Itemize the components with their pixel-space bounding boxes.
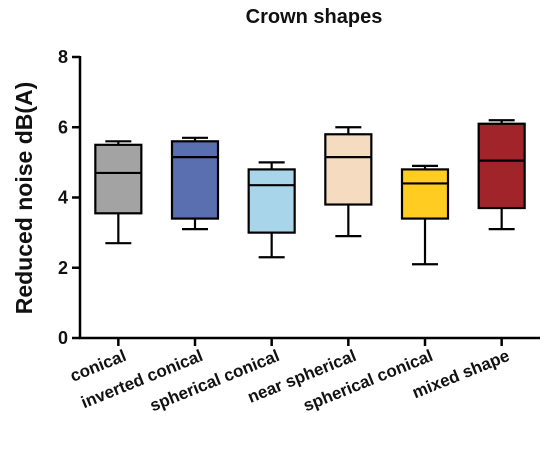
box-group <box>94 140 143 245</box>
x-axis <box>79 336 540 346</box>
y-axis: 0 2 4 6 8 <box>58 47 82 348</box>
box-iqr <box>324 133 373 206</box>
box-group <box>477 119 526 231</box>
y-axis-label: Reduced noise dB(A) <box>11 82 37 315</box>
y-tick-label: 2 <box>58 258 68 278</box>
box-group <box>400 164 450 266</box>
box-iqr <box>477 122 526 210</box>
x-category-label: spherical conical <box>300 346 435 415</box>
y-tick-label: 0 <box>58 328 68 348</box>
box-iqr <box>94 143 143 215</box>
y-tick-label: 6 <box>58 117 68 137</box>
box-group <box>324 126 373 238</box>
box-group <box>170 136 220 231</box>
box-iqr <box>170 140 220 220</box>
box-iqr <box>400 168 450 220</box>
box-series <box>94 119 526 266</box>
box-iqr <box>247 168 296 234</box>
box-group <box>247 161 296 259</box>
y-tick-label: 4 <box>58 188 68 208</box>
chart-title: Crown shapes <box>246 6 383 28</box>
x-category-label: spherical conical <box>147 346 282 415</box>
y-tick-label: 8 <box>58 47 68 67</box>
